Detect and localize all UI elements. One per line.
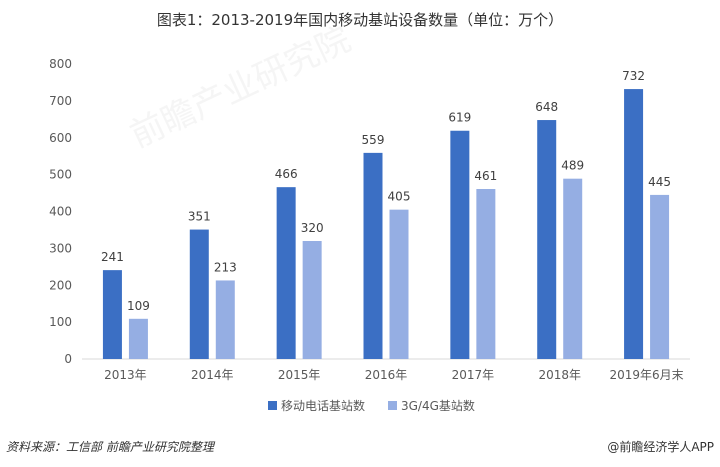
data-labels: 241 109 351 213 466 320 559 405 619 461 648 489 732 4… (101, 69, 671, 313)
data-label: 489 (561, 159, 584, 173)
x-axis: 2013年 2014年 2015年 2016年 2017年 2018年 2019年6月末 (82, 358, 690, 382)
bar-mobile-base-stations (276, 187, 296, 359)
bar-mobile-base-stations (189, 229, 209, 359)
y-tick-label: 500 (49, 168, 72, 182)
data-label: 320 (301, 221, 324, 235)
x-tick-label: 2014年 (191, 368, 234, 382)
data-label: 109 (127, 299, 150, 313)
legend: 移动电话基站数 3G/4G基站数 (268, 398, 475, 413)
x-tick-label: 2016年 (365, 368, 408, 382)
y-tick-label: 600 (49, 131, 72, 145)
data-label: 648 (535, 100, 558, 114)
legend-swatch (268, 401, 277, 410)
data-label: 461 (474, 169, 497, 183)
data-label: 213 (214, 260, 237, 274)
bar-mobile-base-stations (363, 152, 383, 359)
bar-3g4g-base-stations (215, 280, 235, 359)
bar-3g4g-base-stations (563, 178, 583, 359)
source-note: 资料来源：工信部 前瞻产业研究院整理 (6, 440, 214, 454)
bar-mobile-base-stations (624, 89, 644, 359)
bar-3g4g-base-stations (389, 209, 409, 359)
legend-label: 移动电话基站数 (281, 398, 365, 413)
data-label: 241 (101, 250, 124, 264)
y-tick-label: 700 (49, 94, 72, 108)
brand-label: @前瞻经济学人APP (607, 440, 714, 454)
legend-swatch (388, 401, 397, 410)
legend-label: 3G/4G基站数 (401, 398, 475, 413)
bar-3g4g-base-stations (128, 318, 148, 359)
bar-3g4g-base-stations (302, 241, 322, 359)
y-tick-label: 300 (49, 241, 72, 255)
x-tick-label: 2018年 (538, 368, 581, 382)
y-tick-label: 800 (49, 57, 72, 71)
bar-3g4g-base-stations (650, 194, 670, 359)
data-label: 405 (388, 190, 411, 204)
data-label: 559 (362, 133, 385, 147)
bar-mobile-base-stations (102, 270, 122, 359)
x-tick-label: 2017年 (452, 368, 495, 382)
y-axis: 0 100 200 300 400 500 600 700 800 (49, 57, 72, 366)
y-tick-label: 100 (49, 315, 72, 329)
x-tick-label: 2013年 (104, 368, 147, 382)
y-tick-label: 400 (49, 205, 72, 219)
chart-title: 图表1：2013-2019年国内移动基站设备数量（单位：万个） (156, 11, 564, 29)
bar-mobile-base-stations (537, 120, 557, 359)
y-tick-label: 200 (49, 278, 72, 292)
bar-mobile-base-stations (450, 130, 470, 359)
data-label: 466 (275, 167, 298, 181)
data-label: 351 (188, 210, 211, 224)
bar-3g4g-base-stations (476, 189, 496, 359)
y-tick-label: 0 (64, 352, 72, 366)
x-tick-label: 2019年6月末 (609, 368, 683, 382)
data-label: 732 (622, 69, 645, 83)
x-tick-label: 2015年 (278, 368, 321, 382)
bars (102, 89, 670, 359)
data-label: 445 (648, 175, 671, 189)
data-label: 619 (448, 111, 471, 125)
